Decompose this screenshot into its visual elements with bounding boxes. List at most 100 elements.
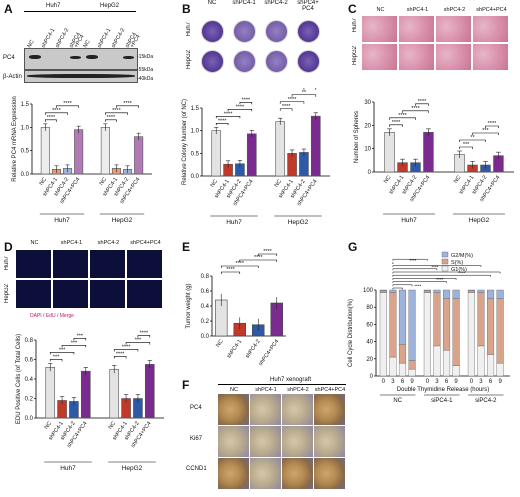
colony-plate-r1-c3 [297,50,320,73]
sig-stars: **** [236,104,245,110]
sig-stars: **** [411,106,420,112]
f-row-ki67: Ki67 [190,436,203,442]
sig-bracket [392,268,438,271]
colony-plate-r0-c1 [233,20,256,43]
f-header-2: shPC4-2 [287,387,309,393]
stack-2-7 [452,289,460,299]
sig-stars: *** [53,354,60,360]
c-header-0: NC [376,7,385,13]
sig-bracket [239,101,253,105]
y-axis-label: Relative PC4 mRNA Expression [12,96,18,181]
group-label: Huh7 [54,217,70,224]
sphere-image-r0-c0 [362,16,397,42]
b-header-0: NC [207,0,217,6]
sig-bracket [45,112,68,115]
sig-stars: *** [463,142,470,148]
colony-plate-r1-c1 [233,50,256,73]
bar-1-3 [144,364,155,419]
stack-0-5 [433,345,441,377]
panel-label-g: G [348,240,358,254]
colony-plate-r0-c2 [265,20,288,43]
b-row-huh7: Huh7 [186,22,192,37]
legend-label: S(%) [451,260,463,266]
sig-stars: **** [488,121,497,127]
a-blot-actin [24,70,138,83]
stack-1-7 [452,298,460,366]
legend-swatch [441,258,449,265]
sig-bracket [239,259,278,262]
ihc-image-r0-c0 [218,394,249,425]
sig-stars: *** [135,337,142,343]
stack-1-1 [389,292,397,358]
x-tick-label: 9 [410,379,414,385]
a-header-hepg2: HepG2 [100,3,120,9]
c-sphere-images [362,16,512,76]
bar-1-0 [109,368,120,419]
y-tick-label: 1.5 [191,106,200,112]
panel-label-c: C [348,2,357,16]
b-colony-plates [196,18,326,78]
y-tick-label: 1.0 [21,125,30,131]
stack-0-6 [442,349,451,377]
edu-image-r1-c0 [16,280,51,308]
f-row-pc4: PC4 [190,405,202,411]
a-mw-55: -55kDa [137,67,154,73]
stack-2-6 [442,289,451,299]
stack-1-4 [423,290,431,293]
x-tick-label: NC [44,421,53,431]
y-tick-label: 1.5 [21,102,30,108]
stack-1-8 [467,290,475,293]
panel-label-d: D [4,240,13,254]
f-ihc-images [218,394,346,492]
y-tick-label: 0.2 [25,397,34,403]
ihc-image-r0-c3 [314,394,345,425]
d-row-huh7: Huh7 [4,256,10,271]
sig-bracket [215,122,229,126]
stack-2-8 [467,289,475,292]
ihc-image-r1-c3 [314,426,345,457]
legend-label: G1(%) [451,267,467,273]
sig-bracket [392,287,403,290]
ihc-image-r2-c1 [250,458,281,489]
sig-stars: **** [47,115,56,121]
sig-bracket [56,105,79,108]
edu-image-r0-c2 [90,250,125,278]
ihc-image-r1-c2 [282,426,313,457]
sig-bracket [105,112,128,115]
y-tick-label: 0.8 [201,274,210,280]
b-header-3: shPC4+ PC4 [297,0,319,12]
sig-bracket [125,342,151,345]
y-tick-label: 100 [363,288,374,294]
c-header-3: shPC4+PC4 [476,7,507,13]
y-tick-label: 0 [368,170,372,176]
stack-1-9 [477,292,485,347]
group-label: HepG2 [469,217,490,224]
sig-stars: ** [470,135,475,141]
sig-bracket [113,349,139,352]
y-tick-label: 1.0 [191,129,200,135]
b-header-1: shPC4-1 [232,0,256,6]
x-tick-label: 0 [426,379,430,385]
x-tick-label: 6 [401,379,405,385]
ihc-image-r1-c0 [218,426,249,457]
bar-0-3 [74,129,84,175]
sig-bracket [215,115,241,119]
sig-bracket [392,278,457,280]
stack-0-4 [423,292,431,377]
sig-stars: **** [122,344,131,350]
sig-bracket [392,265,482,268]
y-tick-label: 40 [366,340,373,346]
colony-plate-r0-c0 [201,20,224,43]
sig-stars: *** [77,333,84,339]
sig-stars: **** [218,118,227,124]
legend-swatch [441,251,449,258]
bar-1-3 [134,136,144,175]
y-tick-label: 0.0 [25,416,34,422]
stack-1-0 [379,290,387,293]
stack-2-4 [423,289,431,292]
sig-bracket [392,274,491,277]
